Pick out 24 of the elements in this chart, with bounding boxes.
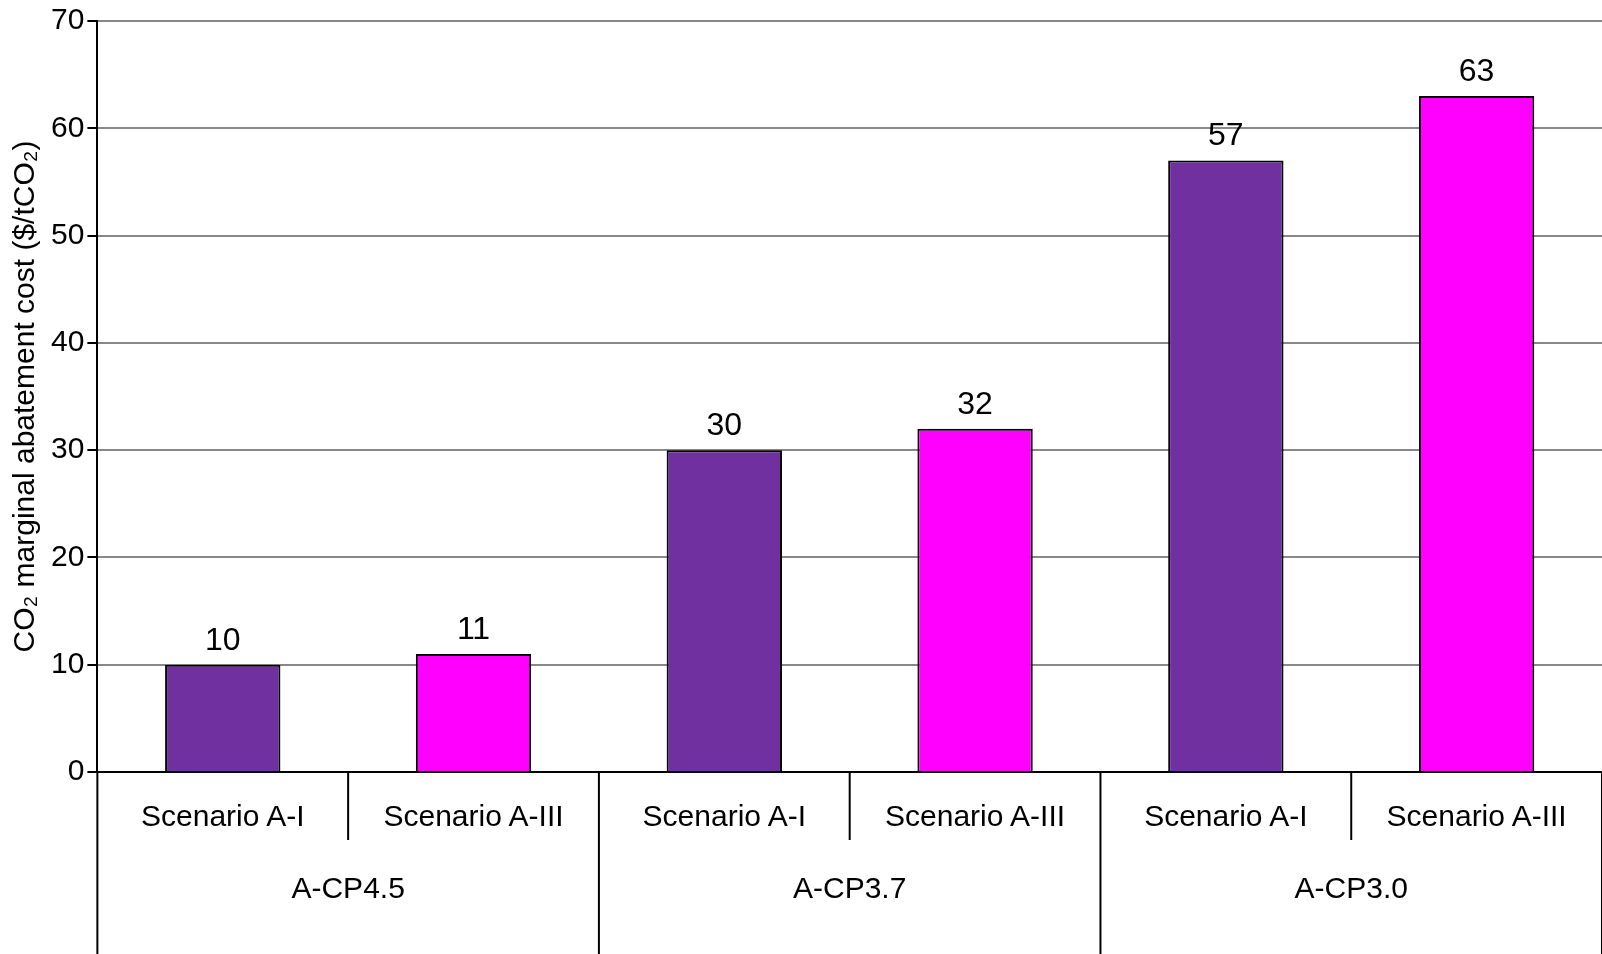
text: A-CP3.7 xyxy=(792,871,907,905)
y-tick-label: 60 xyxy=(50,109,85,143)
text: A-CP3.0 xyxy=(1294,871,1408,905)
data-label: 11 xyxy=(456,609,491,646)
data-label: 10 xyxy=(204,620,241,657)
x-tick-label: Scenario A-III xyxy=(1386,799,1567,833)
y-tick-label: 50 xyxy=(50,216,85,250)
data-label: 30 xyxy=(706,405,743,442)
y-tick-label: 40 xyxy=(50,324,85,358)
x-tick-label: Scenario A-III xyxy=(885,799,1066,833)
text: A-CP4.5 xyxy=(291,871,405,905)
y-tick-label: 70 xyxy=(50,2,85,36)
x-tick-label: Scenario A-I xyxy=(642,799,807,833)
y-tick-label: 30 xyxy=(50,431,85,465)
x-tick-label: Scenario A-I xyxy=(141,799,305,833)
y-axis-title: CO₂ marginal abatement cost ($/tCO₂) xyxy=(7,140,41,653)
y-tick-label: 0 xyxy=(67,753,85,787)
data-label: 32 xyxy=(957,384,993,421)
y-tick-label: 10 xyxy=(50,645,85,679)
data-label: 57 xyxy=(1208,116,1244,153)
x-tick-label: Scenario A-I xyxy=(1144,799,1308,833)
y-tick-label: 20 xyxy=(50,538,85,572)
data-label: 63 xyxy=(1458,51,1495,88)
x-tick-label: Scenario A-III xyxy=(383,799,564,833)
